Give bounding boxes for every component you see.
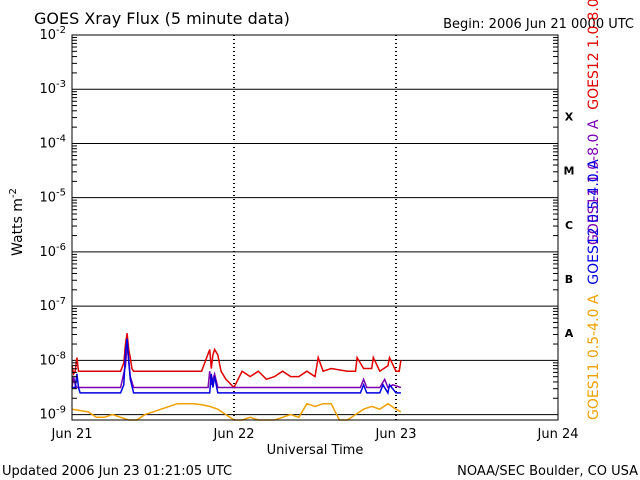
svg-text:GOES11 1.0-8.0 AGOES12 1.0-8.0: GOES11 1.0-8.0 A GOES12 1.0-8.0 A xyxy=(586,0,602,245)
chart-title: GOES Xray Flux (5 minute data) xyxy=(34,9,290,28)
svg-text:Watts m-2: Watts m-2 xyxy=(8,188,26,256)
y-tick-label: 10-3 xyxy=(39,79,66,97)
x-tick-label: Jun 22 xyxy=(213,427,255,442)
x-tick-label: Jun 24 xyxy=(537,427,579,442)
flare-class-label: C xyxy=(565,219,573,232)
series-line-goes11_short xyxy=(71,402,402,421)
y-tick-label: 10-9 xyxy=(39,405,66,423)
series-line-goes12_short xyxy=(72,338,401,395)
legend-goes12-short: GOES12 0.5-4.0 A xyxy=(586,159,602,285)
flare-class-label: B xyxy=(565,273,573,286)
updated-label: Updated 2006 Jun 23 01:21:05 UTC xyxy=(2,464,232,479)
svg-text:GOES11 0.5-4.0 AGOES12 0.5-4.0: GOES11 0.5-4.0 A GOES12 0.5-4.0 A xyxy=(586,159,602,420)
y-tick-label: 10-5 xyxy=(39,188,66,206)
series-line-goes11_long xyxy=(71,344,402,389)
legend-short: GOES11 0.5-4.0 A GOES12 0.5-4.0 A xyxy=(586,159,602,420)
legend-goes11-short: GOES11 0.5-4.0 A xyxy=(586,294,602,420)
y-tick-label: 10-4 xyxy=(39,133,66,151)
flare-class-label: A xyxy=(565,327,574,340)
y-tick-label: 10-8 xyxy=(39,350,66,368)
y-tick-labels: 10-2 10-3 10-4 10-5 10-6 10-7 10-8 10-9 xyxy=(39,25,558,423)
y-tick-label: 10-6 xyxy=(39,242,66,260)
plot-frame xyxy=(71,34,559,421)
flare-class-label: X xyxy=(565,110,574,123)
series-layer xyxy=(71,333,402,421)
series-line-goes12_long xyxy=(71,333,402,389)
y-axis-label-text: Watts m xyxy=(10,198,26,256)
y-axis-label: Watts m-2 xyxy=(8,188,26,256)
x-tick-label: Jun 21 xyxy=(51,427,93,442)
flare-class-label: M xyxy=(564,165,575,178)
x-axis-label: Universal Time xyxy=(267,443,364,458)
grid xyxy=(72,35,558,420)
credit-label: NOAA/SEC Boulder, CO USA xyxy=(457,464,638,479)
y-axis-label-exponent: -2 xyxy=(8,188,19,198)
begin-label: Begin: 2006 Jun 21 0000 UTC xyxy=(443,17,634,32)
y-tick-label: 10-2 xyxy=(39,25,66,43)
flare-class-labels: X M C B A xyxy=(564,110,575,340)
legend-goes12-long: GOES12 1.0-8.0 A xyxy=(586,0,602,110)
legend-long: GOES11 1.0-8.0 A GOES12 1.0-8.0 A xyxy=(586,0,602,245)
x-tick-labels: Jun 21 Jun 22 Jun 23 Jun 24 xyxy=(51,427,579,442)
legend-goes11-long: GOES11 1.0-8.0 A xyxy=(586,119,602,245)
x-tick-label: Jun 23 xyxy=(375,427,417,442)
y-tick-label: 10-7 xyxy=(39,296,66,314)
